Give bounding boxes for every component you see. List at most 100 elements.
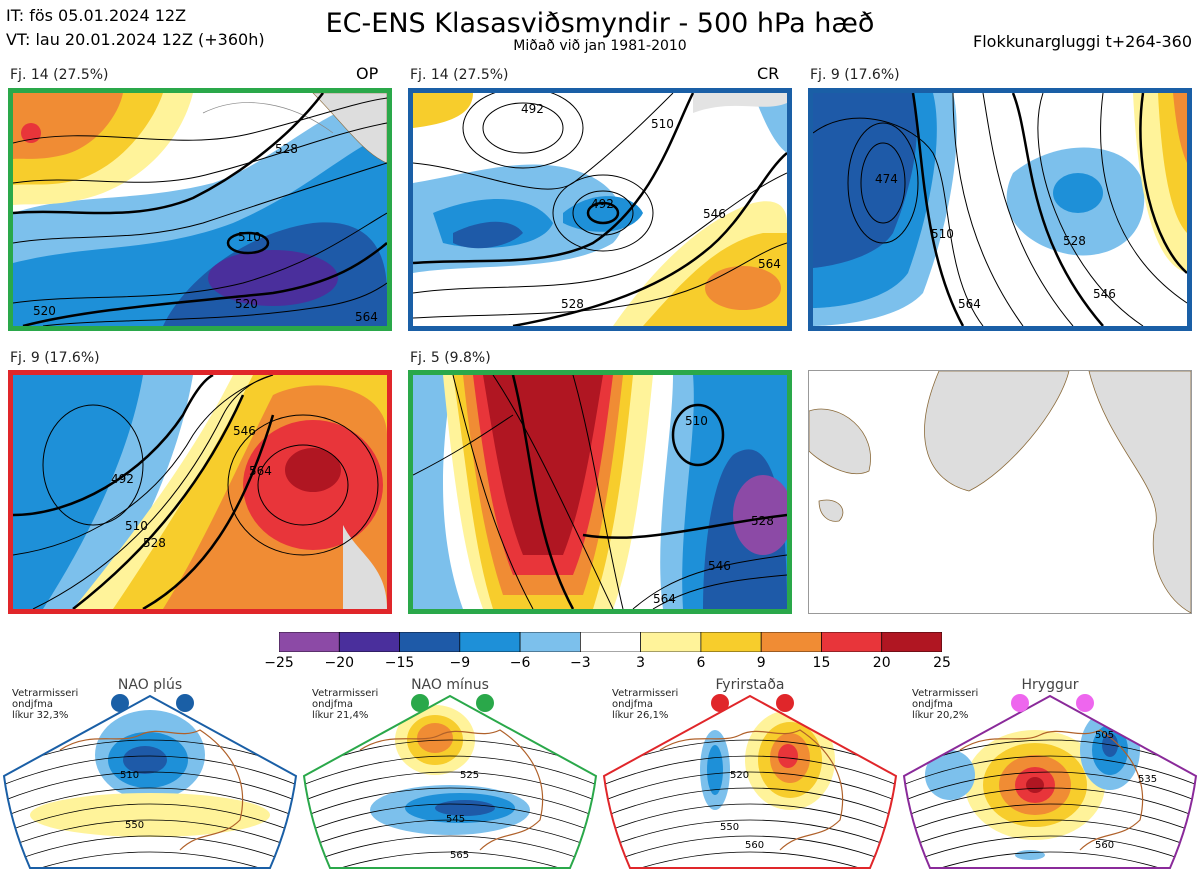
cluster-1-tag: OP xyxy=(356,64,379,83)
colorbar-tick-label: −3 xyxy=(570,655,591,671)
regime-contour-label: 535 xyxy=(1138,774,1157,785)
base-map xyxy=(808,370,1192,614)
cluster-1-label: Fj. 14 (27.5%) xyxy=(10,67,109,83)
page-subtitle: Miðað við jan 1981-2010 xyxy=(513,38,687,54)
contour-label: 520 xyxy=(33,304,56,318)
regime-season: Vetrarmisseri xyxy=(612,688,679,699)
cluster-map-2: 492 492 510 528 546 564 xyxy=(408,88,792,331)
contour-label: 510 xyxy=(238,230,261,244)
regime-contour-label: 560 xyxy=(1095,840,1114,851)
regime-likelihood: líkur 21,4% xyxy=(312,710,369,721)
regime-map: 505 535 560 xyxy=(900,690,1200,870)
regime-indicator-dot xyxy=(776,694,794,712)
regime-contour-label: 545 xyxy=(446,814,465,825)
regime-stats: Vetrarmisseri ondjfma líkur 32,3% xyxy=(12,688,78,721)
regime-contour-label: 520 xyxy=(730,770,749,781)
colorbar-tick-label: −9 xyxy=(449,655,471,671)
colorbar-tick-label: 9 xyxy=(756,655,766,671)
colorbar-swatch xyxy=(580,631,641,653)
regime-stats: Vetrarmisseri ondjfma líkur 26,1% xyxy=(612,688,678,721)
cluster-map-3: 474 510 528 546 564 xyxy=(808,88,1192,331)
init-time: IT: fös 05.01.2024 12Z xyxy=(6,6,187,25)
colorbar-swatch xyxy=(640,631,702,653)
regime-likelihood: líkur 32,3% xyxy=(12,710,69,721)
contour-label: 564 xyxy=(758,257,781,271)
contour-label: 546 xyxy=(1093,287,1116,301)
regime-contour-label: 560 xyxy=(745,840,764,851)
regime-title: NAO plús xyxy=(117,677,183,693)
regime-stats: Vetrarmisseri ondjfma líkur 21,4% xyxy=(312,688,378,721)
cluster-map-4: 492 510 528 546 564 xyxy=(8,370,392,614)
colorbar-swatch xyxy=(821,631,883,653)
regime-stats: Vetrarmisseri ondjfma líkur 20,2% xyxy=(912,688,978,721)
regime-season: Vetrarmisseri xyxy=(12,688,79,699)
contour-label: 510 xyxy=(651,117,674,131)
contour-label: 528 xyxy=(561,297,584,311)
colorbar-tick-label: 3 xyxy=(636,655,646,671)
contour-label: 510 xyxy=(685,414,708,428)
regime-contour-label: 550 xyxy=(125,820,144,831)
regime-season: Vetrarmisseri xyxy=(912,688,979,699)
cluster-3-label: Fj. 9 (17.6%) xyxy=(810,67,900,83)
contour-label: 474 xyxy=(875,172,898,186)
colorbar-tick-label: 25 xyxy=(933,655,951,671)
colorbar-tick-label: −6 xyxy=(509,655,531,671)
colorbar-tick-label: 15 xyxy=(812,655,831,671)
contour-label: 528 xyxy=(275,142,298,156)
contour-label: 510 xyxy=(125,519,148,533)
regime-subtitle: ondjfma xyxy=(612,699,653,710)
cluster-2-tag: CR xyxy=(757,64,780,83)
colorbar-tick-label: −20 xyxy=(324,655,355,671)
colorbar-tick-label: 20 xyxy=(872,655,891,671)
contour-label: 564 xyxy=(249,464,272,478)
cluster-map-5: 510 528 546 564 xyxy=(408,370,792,614)
regime-contour-label: 505 xyxy=(1095,730,1114,741)
colorbar-tick-label: −25 xyxy=(264,655,294,671)
regime-subtitle: ondjfma xyxy=(312,699,353,710)
colorbar-swatch xyxy=(700,631,762,653)
regime-contour-label: 550 xyxy=(720,822,739,833)
regime-likelihood: líkur 26,1% xyxy=(612,710,669,721)
regime-map: 520 550 560 xyxy=(600,690,900,870)
contour-label: 546 xyxy=(708,559,731,573)
colorbar-swatch xyxy=(459,631,521,653)
regime-title: NAO mínus xyxy=(411,677,489,693)
contour-label: 528 xyxy=(1063,234,1086,248)
regime-indicator-dot xyxy=(476,694,494,712)
regime-subtitle: ondjfma xyxy=(912,699,953,710)
contour-label: 564 xyxy=(653,592,676,606)
contour-label: 528 xyxy=(143,536,166,550)
regime-subtitle: ondjfma xyxy=(12,699,53,710)
regime-likelihood: líkur 20,2% xyxy=(912,710,969,721)
colorbar-swatch xyxy=(519,631,581,653)
cluster-5-label: Fj. 5 (9.8%) xyxy=(410,350,491,366)
contour-label: 492 xyxy=(521,102,544,116)
regime-contour-label: 510 xyxy=(120,770,139,781)
regime-contour-label: 525 xyxy=(460,770,479,781)
contour-label: 520 xyxy=(235,297,258,311)
colorbar-swatch xyxy=(338,631,400,653)
regime-indicator-dot xyxy=(711,694,729,712)
regime-title: Hryggur xyxy=(1021,677,1079,693)
regime-indicator-dot xyxy=(176,694,194,712)
colorbar-tick-label: −15 xyxy=(384,655,415,671)
contour-label: 546 xyxy=(233,424,256,438)
regime-map: 525 545 565 xyxy=(300,690,600,870)
regime-season: Vetrarmisseri xyxy=(312,688,379,699)
valid-time: VT: lau 20.01.2024 12Z (+360h) xyxy=(6,30,265,49)
colorbar-tick-label: 6 xyxy=(696,655,706,671)
colorbar-swatch xyxy=(760,631,822,653)
colorbar-swatch xyxy=(881,631,943,653)
colorbar-swatch xyxy=(278,631,340,653)
regime-indicator-dot xyxy=(1011,694,1029,712)
contour-label: 546 xyxy=(703,207,726,221)
contour-label: 510 xyxy=(931,227,954,241)
contour-label: 528 xyxy=(751,514,774,528)
colorbar-labels: −25 −20 −15 −9 −6 −3 3 6 9 15 20 25 xyxy=(264,655,951,675)
regime-indicator-dot xyxy=(411,694,429,712)
contour-label: 492 xyxy=(111,472,134,486)
regime-indicator-dot xyxy=(111,694,129,712)
regime-contour-label: 565 xyxy=(450,850,469,861)
cluster-map-1: 510 520 528 520 564 xyxy=(8,88,392,331)
cluster-2-label: Fj. 14 (27.5%) xyxy=(410,67,509,83)
